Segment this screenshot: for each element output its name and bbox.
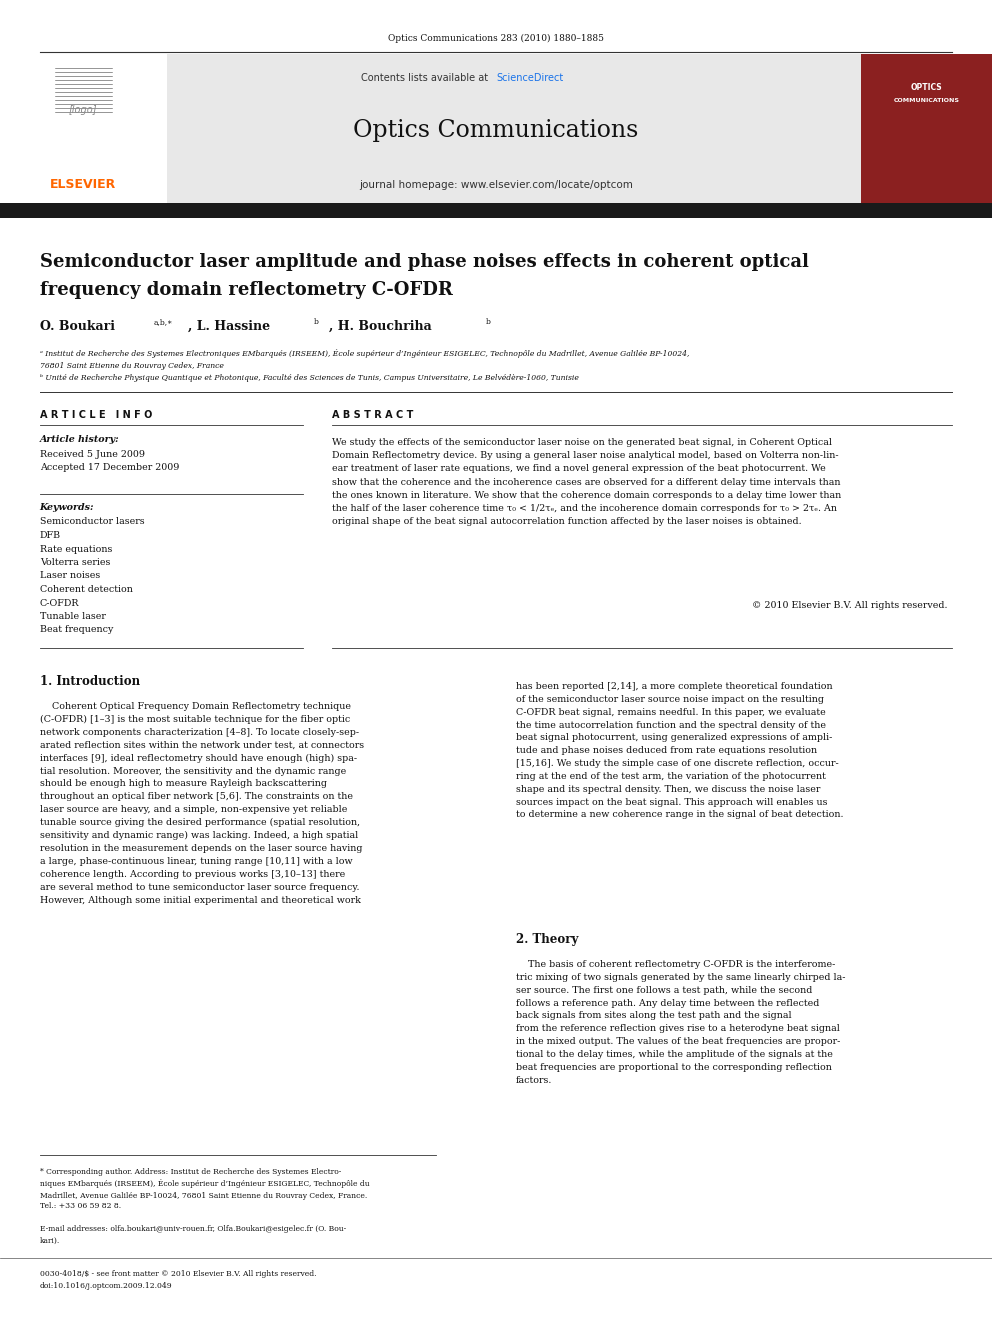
Text: Keywords:: Keywords:: [40, 504, 94, 512]
Text: The basis of coherent reflectometry C-OFDR is the interferome-
tric mixing of tw: The basis of coherent reflectometry C-OF…: [516, 960, 845, 1085]
Text: 0030-4018/$ - see front matter © 2010 Elsevier B.V. All rights reserved.: 0030-4018/$ - see front matter © 2010 El…: [40, 1270, 316, 1278]
Text: has been reported [2,14], a more complete theoretical foundation
of the semicond: has been reported [2,14], a more complet…: [516, 681, 843, 819]
Text: Semiconductor lasers: Semiconductor lasers: [40, 517, 144, 527]
Text: doi:10.1016/j.optcom.2009.12.049: doi:10.1016/j.optcom.2009.12.049: [40, 1282, 173, 1290]
Text: ᵃ Institut de Recherche des Systemes Electroniques EMbarqués (IRSEEM), École sup: ᵃ Institut de Recherche des Systemes Ele…: [40, 349, 689, 359]
Text: Tunable laser: Tunable laser: [40, 613, 105, 620]
Text: O. Boukari: O. Boukari: [40, 319, 115, 332]
Text: 76801 Saint Etienne du Rouvray Cedex, France: 76801 Saint Etienne du Rouvray Cedex, Fr…: [40, 363, 223, 370]
Text: [logo]: [logo]: [69, 105, 97, 115]
Text: Accepted 17 December 2009: Accepted 17 December 2009: [40, 463, 179, 471]
Text: OPTICS: OPTICS: [911, 83, 942, 93]
Bar: [0, 54, 992, 216]
Text: ELSEVIER: ELSEVIER: [51, 179, 116, 192]
Text: Rate equations: Rate equations: [40, 545, 112, 553]
Text: b: b: [486, 318, 491, 325]
Text: 1. Introduction: 1. Introduction: [40, 676, 140, 688]
Text: © 2010 Elsevier B.V. All rights reserved.: © 2010 Elsevier B.V. All rights reserved…: [752, 602, 947, 610]
Text: Optics Communications: Optics Communications: [353, 119, 639, 142]
Text: frequency domain reflectometry C-OFDR: frequency domain reflectometry C-OFDR: [40, 280, 452, 299]
Text: Optics Communications 283 (2010) 1880–1885: Optics Communications 283 (2010) 1880–18…: [388, 33, 604, 42]
Text: E-mail addresses: olfa.boukari@univ-rouen.fr, Olfa.Boukari@esigelec.fr (O. Bou-: E-mail addresses: olfa.boukari@univ-roue…: [40, 1225, 346, 1233]
Text: kari).: kari).: [40, 1237, 60, 1245]
Text: Contents lists available at: Contents lists available at: [361, 73, 491, 83]
Text: We study the effects of the semiconductor laser noise on the generated beat sign: We study the effects of the semiconducto…: [332, 438, 841, 527]
Text: 2. Theory: 2. Theory: [516, 934, 578, 946]
Text: Coherent detection: Coherent detection: [40, 585, 133, 594]
Text: COMMUNICATIONS: COMMUNICATIONS: [894, 98, 959, 102]
Text: C-OFDR: C-OFDR: [40, 598, 79, 607]
Text: ScienceDirect: ScienceDirect: [496, 73, 563, 83]
Bar: [861, 54, 992, 216]
Text: * Corresponding author. Address: Institut de Recherche des Systemes Electro-
niq: * Corresponding author. Address: Institu…: [40, 1168, 369, 1211]
Text: journal homepage: www.elsevier.com/locate/optcom: journal homepage: www.elsevier.com/locat…: [359, 180, 633, 191]
Text: b: b: [313, 318, 318, 325]
Text: A B S T R A C T: A B S T R A C T: [332, 410, 414, 419]
Text: Coherent Optical Frequency Domain Reflectometry technique
(C-OFDR) [1–3] is the : Coherent Optical Frequency Domain Reflec…: [40, 703, 364, 905]
Text: ᵇ Unité de Recherche Physique Quantique et Photonique, Faculté des Sciences de T: ᵇ Unité de Recherche Physique Quantique …: [40, 374, 578, 382]
Text: DFB: DFB: [40, 531, 61, 540]
Text: Article history:: Article history:: [40, 435, 119, 445]
Text: Volterra series: Volterra series: [40, 558, 110, 568]
Text: Beat frequency: Beat frequency: [40, 626, 113, 635]
Text: , H. Bouchriha: , H. Bouchriha: [329, 319, 433, 332]
Text: Laser noises: Laser noises: [40, 572, 100, 581]
Bar: [0, 204, 992, 218]
Text: Received 5 June 2009: Received 5 June 2009: [40, 450, 145, 459]
Text: Semiconductor laser amplitude and phase noises effects in coherent optical: Semiconductor laser amplitude and phase …: [40, 253, 808, 271]
Bar: [0, 54, 167, 216]
Text: , L. Hassine: , L. Hassine: [188, 319, 271, 332]
Text: A R T I C L E   I N F O: A R T I C L E I N F O: [40, 410, 152, 419]
Text: a,b,∗: a,b,∗: [154, 318, 173, 325]
